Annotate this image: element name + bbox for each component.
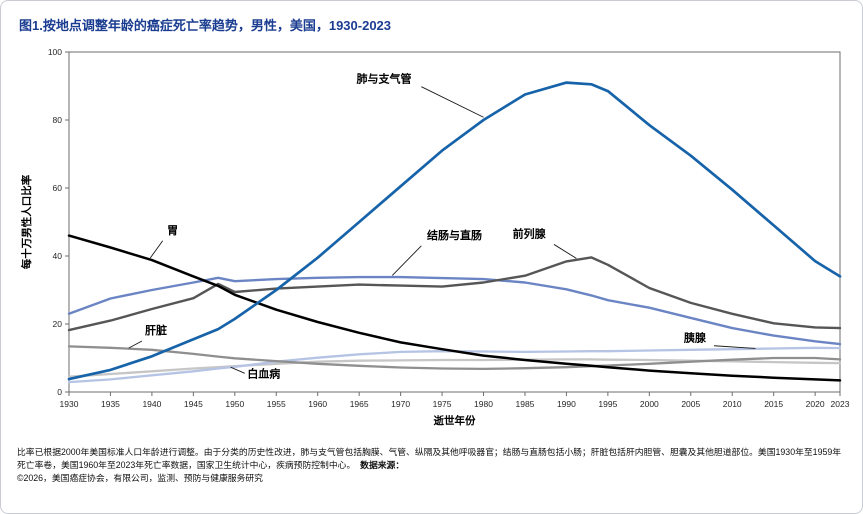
y-tick-label: 0 <box>57 387 62 397</box>
series-label-lung: 肺与支气管 <box>357 72 412 86</box>
footnote: 比率已根据2000年美国标准人口年龄进行调整。由于分类的历史性改进，肺与支气管包… <box>17 446 846 484</box>
x-tick-label: 2023 <box>831 399 850 409</box>
series-label-stomach: 胃 <box>167 224 178 237</box>
series-line-stomach <box>67 234 842 382</box>
series-label-liver: 肝脏 <box>145 323 167 337</box>
footnote-paragraph: 比率已根据2000年美国标准人口年龄进行调整。由于分类的历史性改进，肺与支气管包… <box>17 446 846 472</box>
x-tick-label: 2020 <box>806 399 825 409</box>
x-tick-label: 1980 <box>474 399 493 409</box>
x-tick-label: 1930 <box>60 399 79 409</box>
x-tick-label: 1990 <box>557 399 576 409</box>
x-tick-label: 1975 <box>433 399 452 409</box>
series-line-prostate <box>67 256 842 332</box>
y-axis-title: 每十万男性人口比率 <box>20 174 33 269</box>
series-line-lung <box>67 81 842 381</box>
series-label-leader-pancreas <box>713 345 756 349</box>
y-tick-label: 20 <box>53 319 63 329</box>
copyright-line: ©2026，美国癌症协会，有限公司，监测、预防与健康服务研究 <box>17 472 263 483</box>
series-label-prostate: 前列腺 <box>513 226 547 240</box>
cancer-mortality-trend-chart: 0 20 40 60 80 100 1930 1935 1940 1945 1950 1955 1960… <box>20 47 850 427</box>
y-tick-label: 80 <box>53 115 63 125</box>
x-tick-label: 1970 <box>391 399 410 409</box>
x-tick-label: 1985 <box>516 399 535 409</box>
x-tick-label: 1955 <box>267 399 286 409</box>
series-label-leader-prostate <box>553 244 577 259</box>
plot-border <box>68 51 841 393</box>
series-line-liver <box>67 345 842 371</box>
x-tick-label: 2010 <box>723 399 742 409</box>
x-tick-label: 2000 <box>640 399 659 409</box>
x-tick-label: 1935 <box>101 399 120 409</box>
x-tick-label: 2015 <box>764 399 783 409</box>
x-tick-label: 1940 <box>142 399 161 409</box>
series-label-leader-leukemia <box>230 366 245 374</box>
footnote-text: 比率已根据2000年美国标准人口年龄进行调整。由于分类的历史性改进，肺与支气管包… <box>17 447 842 470</box>
x-axis-title: 逝世年份 <box>434 414 476 427</box>
series-label-leader-colorectal <box>392 245 422 276</box>
x-tick-label: 1995 <box>598 399 617 409</box>
series-label-pancreas: 胰腺 <box>683 331 707 345</box>
series-label-leader-liver <box>128 340 143 349</box>
x-tick-label: 1960 <box>308 399 327 409</box>
series-label-leukemia: 白血病 <box>247 367 280 381</box>
x-tick-label: 1950 <box>225 399 244 409</box>
y-tick-label: 60 <box>53 183 63 193</box>
figure-title: 图1.按地点调整年龄的癌症死亡率趋势，男性，美国，1930-2023 <box>19 18 392 33</box>
y-tick-label: 40 <box>53 251 63 261</box>
y-tick-label: 100 <box>48 47 62 57</box>
source-label: 数据来源： <box>360 459 405 470</box>
series-label-leader-stomach <box>149 240 164 259</box>
series-label-colorectal: 结肠与直肠 <box>426 228 482 242</box>
x-tick-label: 1965 <box>350 399 369 409</box>
x-tick-label: 2005 <box>681 399 700 409</box>
series-label-leader-lung <box>421 86 484 118</box>
x-tick-label: 1945 <box>184 399 203 409</box>
